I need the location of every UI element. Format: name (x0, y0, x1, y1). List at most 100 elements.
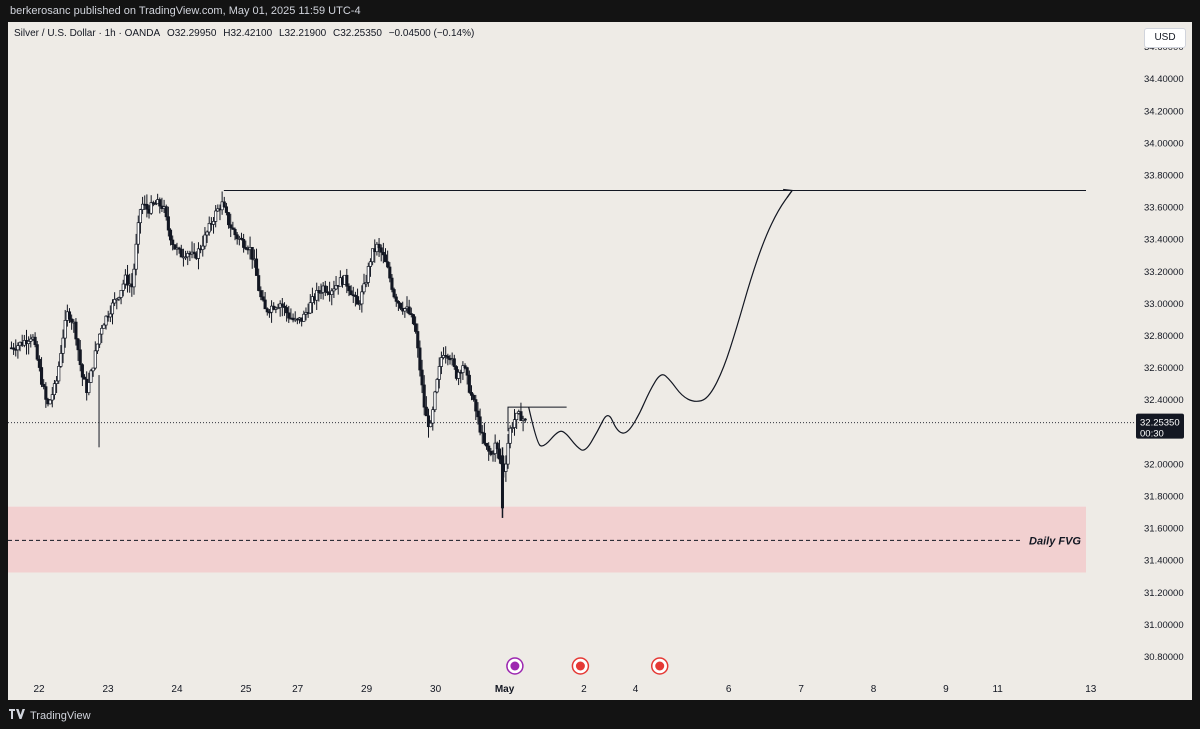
candle-body (93, 350, 97, 369)
publish-header: berkerosanc published on TradingView.com… (0, 0, 1200, 22)
footer-bar: TradingView (0, 700, 1200, 729)
candle-body (325, 291, 330, 294)
candle-body (52, 383, 56, 395)
candle-body (282, 305, 287, 308)
candle-body (399, 302, 403, 309)
y-tick-label: 32.00000 (1144, 459, 1184, 470)
candle-body (508, 427, 512, 444)
candle-body (510, 427, 514, 429)
y-tick-label: 32.60000 (1144, 363, 1184, 374)
candle-body (67, 311, 72, 320)
candle-body (104, 315, 108, 326)
candle-body (110, 302, 115, 315)
x-tick-label: 24 (171, 684, 183, 695)
candle-body (48, 399, 52, 405)
candle-body (12, 347, 16, 350)
currency-button[interactable]: USD (1144, 28, 1186, 48)
candle-body (95, 343, 99, 352)
candle-body (59, 353, 63, 367)
y-tick-label: 31.40000 (1144, 556, 1184, 567)
legend-open: O32.29950 (166, 28, 217, 39)
candle-body (465, 367, 469, 376)
candle-body (87, 382, 91, 394)
candle-body (222, 201, 226, 208)
candle-body (259, 290, 263, 298)
y-tick-label: 33.20000 (1144, 267, 1184, 278)
candle-body (407, 306, 411, 314)
x-tick-label: 6 (726, 684, 732, 695)
candle-body (416, 331, 420, 349)
y-tick-label: 33.40000 (1144, 235, 1184, 246)
tradingview-label: TradingView (30, 709, 91, 722)
candle-body (42, 384, 46, 388)
candle-body (394, 296, 398, 302)
candle-body (265, 308, 269, 313)
candle-body (205, 231, 209, 236)
candle-body (132, 268, 136, 288)
x-tick-label: 2 (581, 684, 587, 695)
candle-body (27, 340, 31, 345)
publish-info: berkerosanc published on TradingView.com… (10, 5, 361, 17)
candle-body (171, 239, 175, 246)
candle-body (254, 258, 259, 276)
legend-low: L32.21900 (278, 28, 327, 39)
candle-body (360, 291, 364, 305)
candle-body (61, 337, 65, 354)
y-tick-label: 33.00000 (1144, 299, 1184, 310)
candle-body (201, 245, 205, 250)
candle-body (431, 409, 435, 424)
candle-body (166, 216, 170, 231)
candle-body (403, 308, 407, 312)
candle-body (207, 222, 211, 233)
candle-body (203, 234, 207, 247)
candle-body (91, 367, 95, 372)
x-tick-label: 7 (798, 684, 804, 695)
candle-body (151, 202, 155, 205)
us-flag-event-icon[interactable] (571, 657, 590, 675)
y-tick-label: 31.60000 (1144, 524, 1184, 535)
candle-body (158, 199, 162, 207)
candle-body (463, 365, 467, 369)
candle-body (420, 369, 424, 386)
candle-body (250, 247, 254, 260)
candle-body (411, 314, 416, 325)
tradingview-brand[interactable]: TradingView (9, 709, 91, 722)
y-tick-label: 31.00000 (1144, 620, 1184, 631)
candle-body (37, 358, 41, 368)
candle-body (33, 336, 37, 345)
candle-body (100, 327, 104, 335)
x-tick-label: 8 (871, 684, 877, 695)
candle-body (16, 345, 20, 351)
candle-body (429, 422, 433, 428)
candle-body (115, 298, 119, 301)
candle-body (70, 318, 74, 323)
candle-body (214, 210, 218, 222)
candle-body (231, 227, 235, 230)
candle-body (392, 289, 396, 298)
candle-body (345, 274, 349, 287)
candle-body (224, 206, 228, 213)
y-tick-label: 33.60000 (1144, 203, 1184, 214)
candle-body (461, 365, 465, 373)
x-tick-label: 30 (430, 684, 442, 695)
price-chart[interactable]: Daily FVG34.6000034.4000034.2000034.0000… (8, 22, 1192, 700)
candle-body (125, 274, 130, 286)
earnings-event-icon[interactable] (506, 657, 524, 675)
candle-body (153, 203, 158, 206)
y-tick-label: 32.80000 (1144, 331, 1184, 342)
candle-body (437, 366, 441, 380)
chart-frame[interactable]: Daily FVG34.6000034.4000034.2000034.0000… (8, 22, 1192, 700)
candle-body (512, 419, 517, 428)
candle-body (424, 406, 428, 417)
candle-body (433, 391, 437, 411)
countdown-value: 00:30 (1140, 429, 1164, 440)
candle-body (523, 418, 527, 421)
candle-body (78, 349, 82, 366)
candle-body (295, 318, 299, 321)
us-flag-event-icon[interactable] (650, 657, 669, 675)
x-tick-label: 25 (240, 684, 252, 695)
candle-body (121, 283, 125, 291)
candle-body (261, 296, 265, 301)
candle-body (280, 303, 284, 307)
candle-body (457, 371, 461, 379)
